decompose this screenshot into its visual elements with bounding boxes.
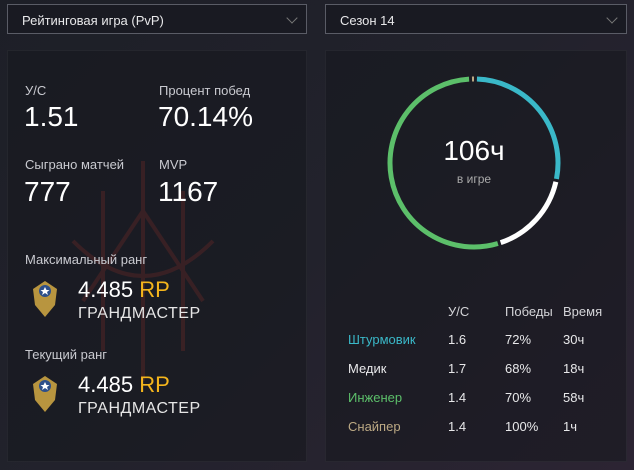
- grandmaster-badge-icon: [33, 281, 57, 317]
- season-panel: 106ч в игре У/С Победы Время Штурмовик 1.…: [325, 50, 627, 462]
- matches-label: Сыграно матчей: [25, 157, 125, 172]
- max-rank-rp: 4.485: [78, 277, 134, 302]
- class-time: 30ч: [563, 332, 585, 347]
- season-dropdown-value: Сезон 14: [340, 13, 395, 28]
- current-rank-name: ГРАНДМАСТЕР: [78, 400, 201, 417]
- stats-panel: У/С 1.51 Процент побед 70.14% Сыграно ма…: [7, 50, 307, 462]
- mode-dropdown-value: Рейтинговая игра (PvP): [22, 13, 164, 28]
- class-wins: 72%: [505, 332, 532, 347]
- current-rank: 4.485 RP ГРАНДМАСТЕР: [30, 372, 250, 422]
- class-kd: 1.4: [448, 419, 467, 434]
- max-rank-name: ГРАНДМАСТЕР: [78, 305, 201, 322]
- kd-label: У/С: [25, 83, 47, 98]
- playtime-label: в игре: [456, 172, 492, 186]
- class-name: Инженер: [348, 390, 403, 405]
- class-name: Медик: [348, 361, 387, 376]
- rp-unit: RP: [139, 277, 170, 302]
- class-time: 1ч: [563, 419, 578, 434]
- winrate-value: 70.14%: [158, 101, 253, 132]
- chevron-down-icon: [606, 12, 618, 24]
- max-rank-label: Максимальный ранг: [25, 252, 148, 267]
- class-time: 18ч: [563, 361, 585, 376]
- class-name: Штурмовик: [348, 332, 416, 347]
- donut-segment: [476, 76, 561, 180]
- mode-dropdown[interactable]: Рейтинговая игра (PvP): [7, 4, 307, 34]
- class-kd: 1.4: [448, 390, 467, 405]
- current-rank-rp: 4.485: [78, 372, 134, 397]
- class-time: 58ч: [563, 390, 585, 405]
- playtime-donut: [387, 76, 561, 250]
- class-wins: 70%: [505, 390, 532, 405]
- class-kd: 1.6: [448, 332, 467, 347]
- donut-segment: [499, 181, 559, 246]
- matches-value: 777: [24, 176, 71, 207]
- header-time: Время: [563, 304, 603, 319]
- rp-unit: RP: [139, 372, 170, 397]
- header-kd: У/С: [448, 304, 470, 319]
- kd-value: 1.51: [24, 101, 79, 132]
- winrate-label: Процент побед: [159, 83, 251, 98]
- playtime-value: 106ч: [443, 135, 505, 166]
- class-wins: 100%: [505, 419, 539, 434]
- chevron-down-icon: [286, 12, 298, 24]
- class-wins: 68%: [505, 361, 532, 376]
- class-name: Снайпер: [348, 419, 401, 434]
- faction-emblem-watermark: [71, 161, 215, 381]
- max-rank: 4.485 RP ГРАНДМАСТЕР: [30, 277, 250, 327]
- mvp-label: MVP: [159, 157, 188, 172]
- donut-segment: [387, 76, 499, 250]
- grandmaster-badge-icon: [33, 376, 57, 412]
- mvp-value: 1167: [158, 176, 219, 207]
- class-kd: 1.7: [448, 361, 467, 376]
- current-rank-label: Текущий ранг: [25, 347, 107, 362]
- header-wins: Победы: [505, 304, 553, 319]
- season-dropdown[interactable]: Сезон 14: [325, 4, 627, 34]
